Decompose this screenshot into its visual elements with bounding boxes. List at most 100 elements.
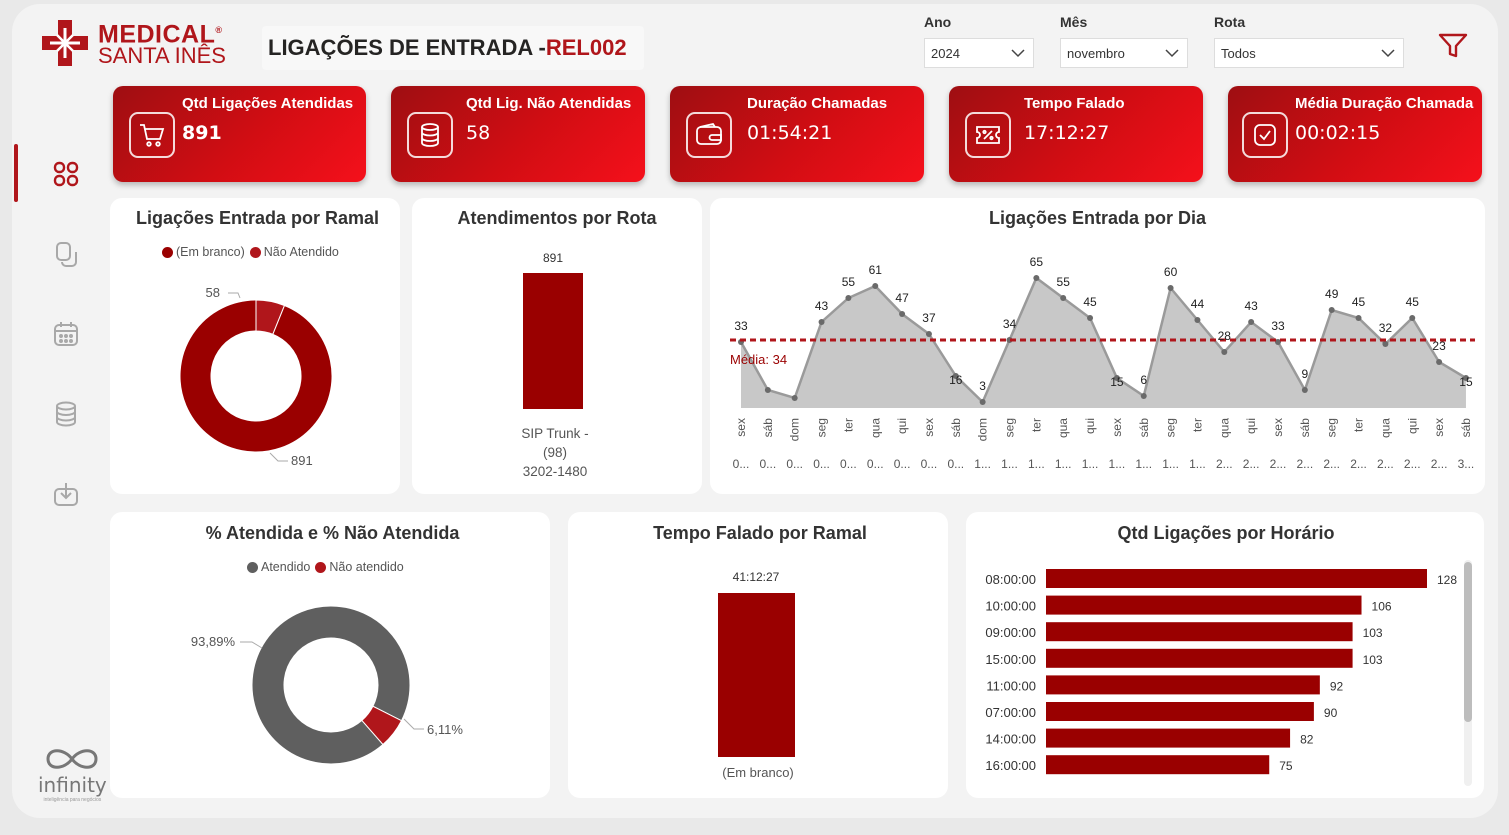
dashboard-icon bbox=[53, 161, 79, 187]
x-date-label: 0... bbox=[947, 457, 964, 471]
bar-chart-talk-time: 41:12:27 (Em branco) bbox=[718, 570, 795, 780]
page-title-code: REL002 bbox=[545, 35, 627, 60]
kpi-value: 01:54:21 bbox=[747, 122, 833, 144]
data-label: 45 bbox=[1406, 295, 1420, 309]
x-tick-label: sex bbox=[1271, 418, 1285, 437]
wallet-icon bbox=[696, 123, 722, 145]
bar bbox=[1046, 595, 1362, 615]
legend-item: Atendido bbox=[261, 560, 311, 574]
x-tick-label: ter bbox=[1029, 418, 1043, 432]
filter-route-label: Rota bbox=[1214, 14, 1246, 30]
data-point bbox=[1355, 315, 1362, 321]
data-label: 106 bbox=[1372, 600, 1392, 614]
chart-legend: Atendido Não atendido bbox=[247, 560, 404, 574]
x-date-label: 1... bbox=[1189, 457, 1206, 471]
donut-slice bbox=[179, 299, 333, 453]
funnel-icon bbox=[1438, 33, 1468, 58]
category-label: SIP Trunk - bbox=[521, 426, 588, 441]
kpi-card-talk-time: Tempo Falado 17:12:27 bbox=[949, 86, 1203, 182]
hbar-chart-hour: 08:00:00 128 10:00:00 106 09:00:00 103 15:00:0… bbox=[985, 560, 1472, 786]
page-title: LIGAÇÕES DE ENTRADA - REL002 bbox=[262, 26, 644, 70]
sidebar-item-copy[interactable] bbox=[48, 236, 84, 272]
data-label: 82 bbox=[1300, 733, 1314, 747]
data-label: 43 bbox=[815, 299, 829, 313]
chart-legend: (Em branco) Não Atendido bbox=[162, 245, 339, 259]
x-date-label: 2... bbox=[1270, 457, 1287, 471]
leader-line bbox=[228, 292, 241, 299]
sidebar-item-calendar[interactable] bbox=[48, 316, 84, 352]
kpi-icon-frame bbox=[686, 112, 732, 158]
series-line bbox=[739, 276, 1467, 405]
x-date-label: 0... bbox=[760, 457, 777, 471]
data-point bbox=[1409, 315, 1416, 321]
donut-slice bbox=[251, 605, 411, 765]
x-tick-label: seg bbox=[1164, 418, 1178, 437]
filter-route-select[interactable]: Todos bbox=[1214, 38, 1404, 68]
sidebar-item-database[interactable] bbox=[48, 396, 84, 432]
data-label: 47 bbox=[895, 291, 909, 305]
data-point bbox=[952, 373, 959, 379]
x-date-label: 1... bbox=[1109, 457, 1126, 471]
kpi-icon-frame bbox=[1242, 112, 1288, 158]
x-date-label: 2... bbox=[1297, 457, 1314, 471]
x-date-label: 0... bbox=[786, 457, 803, 471]
x-date-label: 1... bbox=[1001, 457, 1018, 471]
x-tick-label: sáb bbox=[761, 418, 775, 438]
bar bbox=[1046, 675, 1320, 695]
y-tick-label: 09:00:00 bbox=[985, 625, 1036, 640]
area-fill bbox=[741, 278, 1466, 408]
data-point bbox=[791, 395, 798, 401]
data-point bbox=[1113, 375, 1120, 381]
chevron-down-icon bbox=[1165, 48, 1179, 57]
filter-year: Ano 2024 bbox=[924, 14, 1034, 68]
x-tick-label: sex bbox=[922, 418, 936, 437]
data-point bbox=[1140, 393, 1147, 399]
bar bbox=[1046, 755, 1270, 775]
data-point bbox=[1167, 285, 1174, 291]
kpi-value: 17:12:27 bbox=[1024, 122, 1110, 144]
kpi-value: 58 bbox=[466, 122, 491, 144]
category-label: (98) bbox=[543, 445, 567, 460]
data-label: 43 bbox=[1244, 299, 1258, 313]
area-chart-daily: Média: 34 33 43 55 61 47 37 16 3 34 65 55 45 15 6 60 44 2… bbox=[730, 255, 1475, 471]
data-label: 32 bbox=[1379, 321, 1393, 335]
kpi-label: Média Duração Chamada bbox=[1295, 95, 1474, 112]
donut-chart-pct: 93,89% 6,11% bbox=[191, 605, 463, 765]
chart-title: Tempo Falado por Ramal bbox=[653, 523, 867, 543]
kpi-value: 00:02:15 bbox=[1295, 122, 1381, 144]
data-point bbox=[925, 331, 932, 337]
data-point bbox=[1382, 341, 1389, 347]
x-date-label: 1... bbox=[1162, 457, 1179, 471]
chart-title: Atendimentos por Rota bbox=[457, 208, 657, 228]
legend-item: Não Atendido bbox=[263, 245, 339, 259]
filter-route-value: Todos bbox=[1221, 45, 1256, 61]
donut-slice bbox=[361, 705, 403, 746]
logo-line1: MEDICAL bbox=[98, 20, 216, 49]
sidebar-item-download[interactable] bbox=[48, 476, 84, 512]
bar bbox=[523, 273, 583, 409]
data-label: 90 bbox=[1324, 706, 1338, 720]
kpi-value: 891 bbox=[182, 122, 222, 144]
check-badge-icon bbox=[1254, 124, 1276, 146]
filter-funnel-button[interactable] bbox=[1437, 32, 1469, 65]
x-tick-label: qua bbox=[868, 418, 882, 438]
filter-year-select[interactable]: 2024 bbox=[924, 38, 1034, 68]
company-logo: MEDICAL® SANTA INÊS bbox=[40, 18, 226, 68]
download-icon bbox=[54, 483, 78, 506]
data-label: 45 bbox=[1352, 295, 1366, 309]
x-date-label: 1... bbox=[1135, 457, 1152, 471]
data-label: 44 bbox=[1191, 297, 1205, 311]
data-label: 60 bbox=[1164, 265, 1178, 279]
scrollbar-thumb[interactable] bbox=[1464, 562, 1472, 722]
data-label: 28 bbox=[1218, 329, 1232, 343]
sidebar-item-dashboard[interactable] bbox=[48, 156, 84, 192]
kpi-label: Duração Chamadas bbox=[747, 95, 888, 112]
data-label: 3 bbox=[979, 379, 986, 393]
x-tick-label: seg bbox=[1325, 418, 1339, 437]
x-date-label: 1... bbox=[1055, 457, 1072, 471]
data-point bbox=[1436, 359, 1443, 365]
category-label: 3202-1480 bbox=[523, 464, 588, 479]
filter-month-select[interactable]: novembro bbox=[1060, 38, 1188, 68]
y-tick-label: 07:00:00 bbox=[985, 705, 1036, 720]
x-date-label: 2... bbox=[1323, 457, 1340, 471]
